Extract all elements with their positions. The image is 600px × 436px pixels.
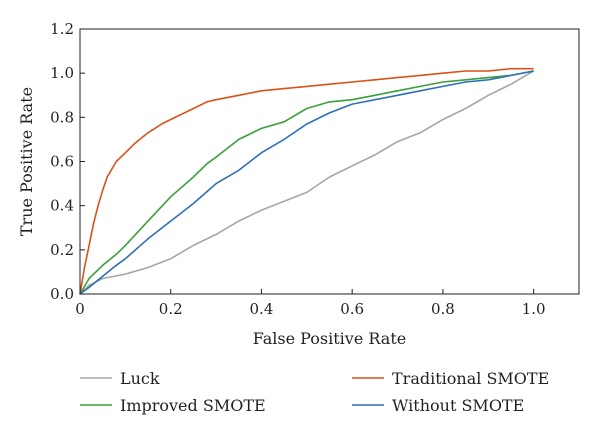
legend-label-without-smote: Without SMOTE	[392, 396, 524, 415]
x-tick-label: 0.2	[159, 300, 183, 318]
y-tick-label: 0.8	[50, 108, 74, 126]
y-tick-label: 0.4	[50, 197, 74, 215]
legend-item-without-smote: Without SMOTE	[352, 396, 524, 415]
series-layer	[79, 67, 535, 295]
x-axis-title: False Positive Rate	[253, 329, 407, 348]
legend-label-luck: Luck	[120, 369, 160, 388]
legend-item-luck: Luck	[80, 369, 160, 388]
x-tick-label: 0.6	[340, 300, 364, 318]
legend-item-traditional-smote: Traditional SMOTE	[352, 369, 549, 388]
y-tick-label: 1.2	[50, 20, 74, 38]
series-line-traditional-smote	[79, 67, 534, 295]
y-axis-title: True Positive Rate	[17, 87, 36, 236]
x-tick-label: 0	[75, 300, 85, 318]
x-tick-label: 0.4	[250, 300, 274, 318]
x-tick-label: 0.8	[431, 300, 455, 318]
y-tick-label: 0.6	[50, 153, 74, 171]
series-line-without-smote	[79, 70, 534, 295]
y-axis-ticks: 0.0 0.2 0.4 0.6 0.8 1.0 1.2	[50, 20, 85, 303]
legend-item-improved-smote: Improved SMOTE	[80, 396, 266, 415]
legend: Luck Traditional SMOTE Improved SMOTE Wi…	[80, 369, 549, 415]
x-axis-ticks: 0 0.2 0.4 0.6 0.8 1.0	[75, 289, 546, 318]
y-tick-label: 0.0	[50, 285, 74, 303]
series-line-improved-smote	[79, 70, 534, 295]
y-tick-label: 1.0	[50, 64, 74, 82]
x-tick-label: 1.0	[522, 300, 546, 318]
legend-label-traditional-smote: Traditional SMOTE	[392, 369, 549, 388]
legend-label-improved-smote: Improved SMOTE	[120, 396, 266, 415]
y-tick-label: 0.2	[50, 241, 74, 259]
series-line-luck	[79, 70, 535, 295]
